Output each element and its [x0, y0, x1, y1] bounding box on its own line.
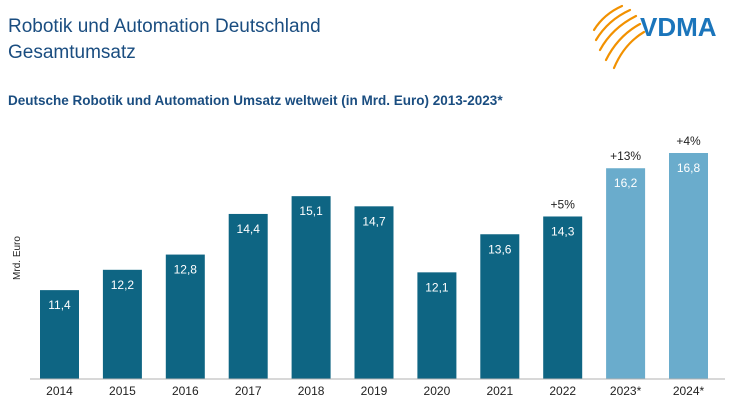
x-tick-label: 2017	[235, 384, 262, 398]
bar-2021	[480, 234, 520, 379]
x-tick-label: 2022	[549, 384, 576, 398]
bar-2017	[228, 213, 268, 379]
x-tick-label: 2020	[424, 384, 451, 398]
bar-2022	[543, 216, 583, 379]
bar-value-label: 15,1	[299, 204, 323, 218]
vdma-logo-text: VDMA	[640, 12, 717, 42]
chart-title-block: Robotik und Automation Deutschland Gesam…	[8, 14, 321, 66]
bar-2020	[417, 272, 457, 379]
growth-annotation: +5%	[551, 197, 576, 211]
page-subtitle: Gesamtumsatz	[8, 42, 136, 63]
bar-2016	[165, 254, 205, 379]
bar-2019	[354, 206, 394, 379]
x-tick-label: 2015	[109, 384, 136, 398]
bar-value-label: 16,2	[614, 176, 638, 190]
x-tick-label: 2016	[172, 384, 199, 398]
x-tick-label: 2018	[298, 384, 325, 398]
bar-value-label: 14,4	[237, 222, 261, 236]
bars-group: 11,4 2014 12,2 2015 12,8 2016 14,4 2017 15,1 2018…	[40, 134, 708, 398]
vdma-logo-lines-icon	[592, 4, 646, 70]
bar-value-label: 12,2	[111, 278, 135, 292]
x-tick-label: 2024*	[673, 384, 705, 398]
bar-value-label: 13,6	[488, 242, 512, 256]
bar-value-label: 16,8	[677, 161, 701, 175]
x-tick-label: 2023*	[610, 384, 642, 398]
chart-subtitle: Deutsche Robotik und Automation Umsatz w…	[8, 93, 503, 108]
bar-value-label: 12,8	[174, 263, 198, 277]
page-title: Robotik und Automation Deutschland	[8, 16, 321, 37]
x-tick-label: 2014	[46, 384, 73, 398]
bar-2023*	[606, 168, 646, 379]
bar-value-label: 12,1	[425, 280, 449, 294]
growth-annotation: +4%	[676, 134, 701, 148]
bar-value-label: 14,7	[362, 214, 386, 228]
vdma-logo: VDMA	[592, 4, 717, 70]
x-tick-label: 2019	[361, 384, 388, 398]
y-axis-label: Mrd. Euro	[12, 236, 23, 280]
growth-annotation: +13%	[610, 149, 641, 163]
bar-2015	[102, 269, 142, 379]
x-tick-label: 2021	[486, 384, 513, 398]
bar-value-label: 14,3	[551, 224, 575, 238]
bar-2024*	[669, 153, 708, 379]
bar-2014	[40, 290, 79, 379]
bar-value-label: 11,4	[48, 298, 71, 312]
bar-2018	[291, 196, 331, 379]
